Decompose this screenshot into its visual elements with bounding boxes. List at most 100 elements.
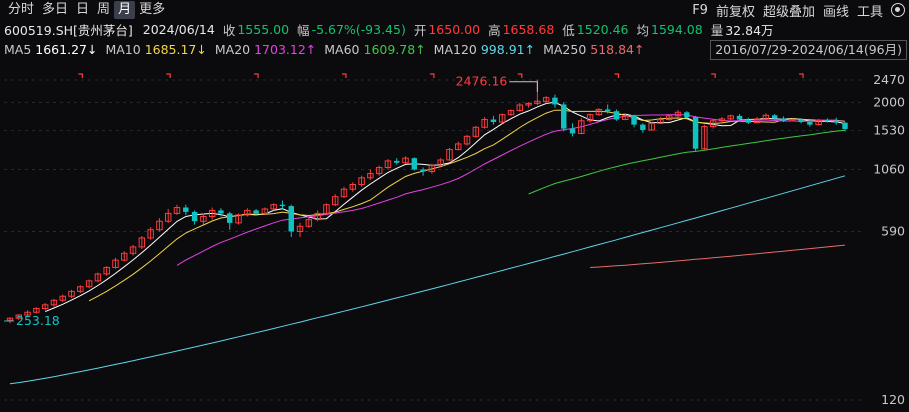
candle-body <box>640 124 646 130</box>
tab-day[interactable]: 日 <box>76 2 90 17</box>
candle-body <box>736 115 743 120</box>
tab-more[interactable]: 更多 <box>139 2 166 17</box>
candlestick-chart[interactable]: 2470 2000 1530 1060 590 120 2476.16 253.18 <box>0 60 909 410</box>
candle-body <box>842 122 848 129</box>
candle-body <box>147 229 154 239</box>
candle-body <box>367 173 374 179</box>
high-value: 1658.68 <box>502 21 555 37</box>
candle-body <box>613 111 620 120</box>
vol-value: 32.84万 <box>725 22 774 38</box>
candle-body <box>156 220 163 231</box>
ma250-line <box>590 244 846 268</box>
dividend-marker <box>342 73 347 78</box>
avg-label: 均 <box>636 22 650 38</box>
min-label: 253.18 <box>16 313 60 328</box>
candle-body <box>525 102 532 106</box>
ma10-line <box>88 109 846 302</box>
candle-body <box>762 114 770 120</box>
candle-body <box>323 204 330 214</box>
stock-code: 600519.SH[贵州茅台] <box>4 22 133 38</box>
candle-body <box>745 119 752 123</box>
candle-body <box>394 160 400 163</box>
candle-body <box>15 314 23 319</box>
candle-body <box>138 237 146 248</box>
candle-body <box>622 115 629 121</box>
candle-body <box>384 160 392 169</box>
candle-body <box>481 119 488 128</box>
candle-body <box>33 307 40 313</box>
ma20-line <box>176 114 846 266</box>
candle-body <box>490 119 497 123</box>
tools-button[interactable]: 工具 <box>856 4 883 20</box>
gear-icon[interactable] <box>891 3 905 17</box>
candle-body <box>789 119 796 122</box>
candle-body <box>561 104 567 129</box>
candle-body <box>578 120 585 134</box>
candle-body <box>472 126 480 137</box>
candle-body <box>692 117 699 149</box>
tab-month[interactable]: 月 <box>114 1 136 19</box>
candle-body <box>701 126 708 150</box>
candle-body <box>227 213 233 223</box>
candle-body <box>833 120 839 123</box>
avg-value: 1594.08 <box>651 21 703 37</box>
candle-body <box>455 143 462 151</box>
candle-body <box>516 104 524 112</box>
high-label: 高 <box>488 22 501 38</box>
forward-adjust-button[interactable]: 前复权 <box>715 4 755 20</box>
ma5-line <box>45 101 846 313</box>
candle-body <box>261 208 269 214</box>
candle-body <box>288 206 294 232</box>
candle-body <box>50 299 58 306</box>
candle-body <box>534 100 541 104</box>
dividend-marker <box>614 73 620 78</box>
candle-body <box>498 114 506 123</box>
ma120-legend: MA120 998.91↑ <box>433 41 536 57</box>
candle-body <box>191 211 198 222</box>
candle-body <box>279 204 286 207</box>
candle-body <box>358 177 365 185</box>
candle-body <box>103 266 110 275</box>
dividend-marker <box>517 73 523 78</box>
tab-intraday[interactable]: 分时 <box>8 2 35 17</box>
candle-body <box>420 169 426 172</box>
candle-body <box>375 167 383 175</box>
ma60-line <box>528 129 846 195</box>
candle-body <box>771 115 778 119</box>
candle-body <box>305 219 313 227</box>
candle-body <box>542 97 550 102</box>
candle-body <box>24 311 31 316</box>
f9-button[interactable]: F9 <box>692 2 708 18</box>
tab-multiday[interactable]: 多日 <box>42 2 69 17</box>
y-tick-label: 1060 <box>873 162 905 177</box>
candle-body <box>569 128 576 134</box>
candle-body <box>296 225 304 232</box>
ma5-legend: MA5 1661.27↓ <box>4 41 98 57</box>
candle-body <box>270 204 277 210</box>
candle-body <box>648 122 655 131</box>
draw-line-button[interactable]: 画线 <box>822 4 849 20</box>
candle-body <box>753 118 761 124</box>
quote-date: 2024/06/14 <box>142 21 215 37</box>
overlay-button[interactable]: 超级叠加 <box>762 4 815 20</box>
tab-week[interactable]: 周 <box>97 2 111 17</box>
date-range[interactable]: 2016/07/29-2024/06/14(96月) <box>710 40 907 60</box>
change-value: -5.67%(-93.45) <box>311 21 406 37</box>
candle-body <box>129 246 137 254</box>
ma-legend: MA5 1661.27↓ MA10 1685.17↓ MA20 1703.12↑… <box>0 40 909 58</box>
candle-body <box>665 115 673 121</box>
quote-line: 600519.SH[贵州茅台] 2024/06/14 收 1555.00 幅 -… <box>0 20 909 38</box>
change-label: 幅 <box>297 22 310 38</box>
ma120-line <box>9 175 846 385</box>
candle-body <box>428 165 436 173</box>
candle-body <box>684 112 690 118</box>
candle-body <box>121 252 128 261</box>
open-label: 开 <box>413 22 427 38</box>
candle-body <box>709 120 717 128</box>
candle-body <box>507 110 515 116</box>
open-value: 1650.00 <box>428 21 481 37</box>
dividend-marker <box>166 73 171 78</box>
low-label: 低 <box>562 22 575 38</box>
ma60-legend: MA60 1609.78↑ <box>324 41 426 57</box>
y-tick-label: 2000 <box>873 94 905 109</box>
